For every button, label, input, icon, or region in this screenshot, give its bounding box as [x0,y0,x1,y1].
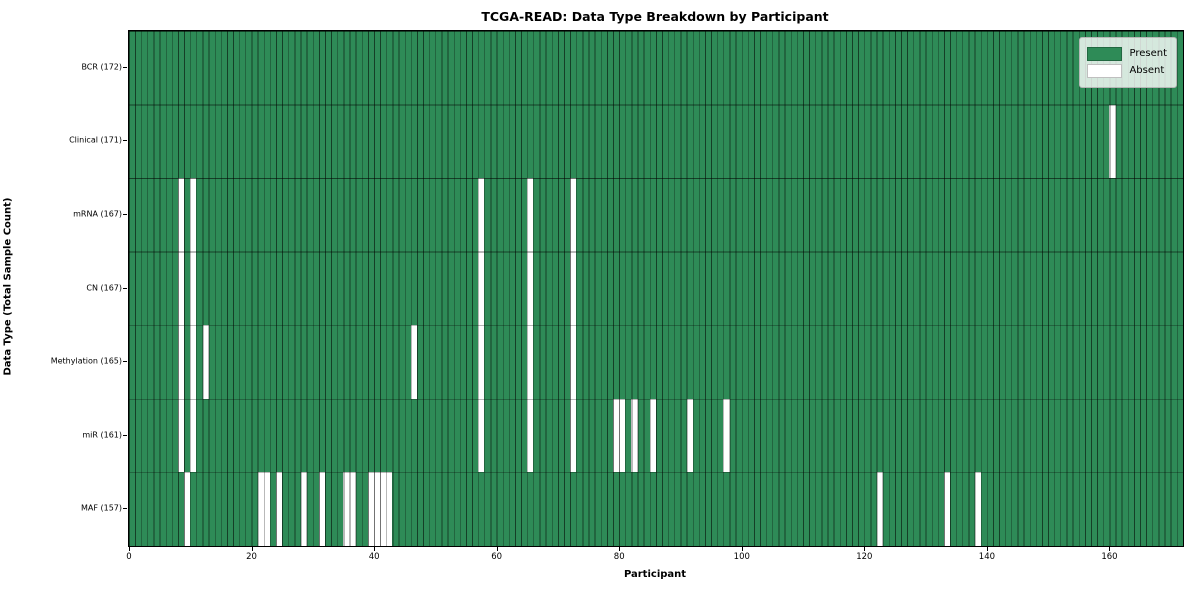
x-tick-mark [129,546,130,551]
y-tick-label: mRNA (167) [73,209,122,219]
absent-cell [686,398,693,473]
absent-cell [202,325,209,399]
heatmap-row-methylation [129,325,1183,399]
x-tick-mark [496,546,498,551]
absent-cell [527,325,534,399]
x-tick-label: 40 [368,552,380,562]
x-tick-mark [374,546,376,551]
absent-cell [184,472,191,546]
absent-cell [276,472,283,546]
heatmap-row-cn [129,251,1183,326]
heatmap-plot-area: Present Absent [128,30,1184,547]
absent-cell [190,178,197,252]
absent-cell [631,398,638,473]
x-tick-mark [864,546,866,551]
absent-cell [527,251,534,326]
absent-cell [619,398,626,473]
absent-cell [527,398,534,473]
absent-cell [318,472,326,546]
legend-item-absent: Absent [1087,64,1167,78]
absent-cell [570,325,577,399]
heatmap-row-maf [129,472,1183,546]
x-axis-label: Participant [623,569,687,580]
absent-cell [178,398,185,473]
absent-cell [570,178,577,252]
legend-label-absent: Absent [1129,65,1165,76]
absent-cell [478,325,485,399]
heatmap-row-bcr [129,31,1183,105]
absent-cell [478,178,485,252]
legend-swatch-present-icon [1087,47,1123,61]
y-tick-mark [123,434,127,436]
x-tick-label: 140 [978,552,996,562]
absent-cell [190,251,197,326]
absent-cell [974,472,981,546]
absent-cell [178,325,185,399]
y-tick-label: Methylation (165) [50,356,122,366]
x-tick-mark [619,546,621,551]
y-tick-mark [123,66,127,68]
absent-cell [1109,104,1116,179]
absent-cell [178,251,185,326]
y-tick-label: Clinical (171) [69,135,122,145]
absent-cell [478,398,485,473]
absent-cell [649,398,656,473]
legend-item-present: Present [1087,47,1167,61]
absent-cell [478,251,485,326]
x-tick-label: 100 [733,552,750,562]
y-tick-label: miR (161) [82,430,122,440]
x-tick-mark [741,546,743,551]
y-tick-mark [123,508,127,510]
y-tick-label: CN (167) [86,283,122,292]
y-tick-label: MAF (157) [80,503,122,513]
y-tick-mark [123,361,127,363]
x-tick-label: 160 [1101,552,1118,562]
absent-cell [944,472,951,546]
x-tick-label: 20 [246,552,257,562]
x-tick-label: 60 [491,552,503,562]
x-tick-label: 0 [126,552,132,562]
absent-cell [570,251,577,326]
absent-cell [876,472,883,546]
absent-cell [723,398,730,473]
x-tick-label: 80 [613,552,625,562]
heatmap-row-clinical [129,104,1183,179]
legend-label-present: Present [1129,48,1167,59]
legend: Present Absent [1079,37,1177,88]
absent-cell [263,472,270,546]
legend-swatch-absent-icon [1087,64,1123,78]
absent-cell [349,472,356,546]
absent-cell [527,178,534,252]
absent-cell [190,325,197,399]
absent-cell [570,398,577,473]
absent-cell [190,398,197,473]
x-tick-mark [986,546,988,551]
x-tick-mark [1109,546,1111,551]
x-tick-label: 120 [856,552,873,562]
absent-cell [178,178,185,252]
y-tick-mark [123,287,127,289]
y-tick-label: BCR (172) [81,62,122,72]
absent-cell [300,472,307,546]
x-tick-mark [251,546,253,551]
heatmap-row-mrna [129,178,1183,252]
y-tick-mark [123,213,127,215]
absent-cell [410,325,417,399]
y-tick-mark [123,140,127,142]
heatmap-row-mir [129,398,1183,473]
absent-cell [386,472,393,546]
chart-title: TCGA-READ: Data Type Breakdown by Partic… [481,9,829,24]
